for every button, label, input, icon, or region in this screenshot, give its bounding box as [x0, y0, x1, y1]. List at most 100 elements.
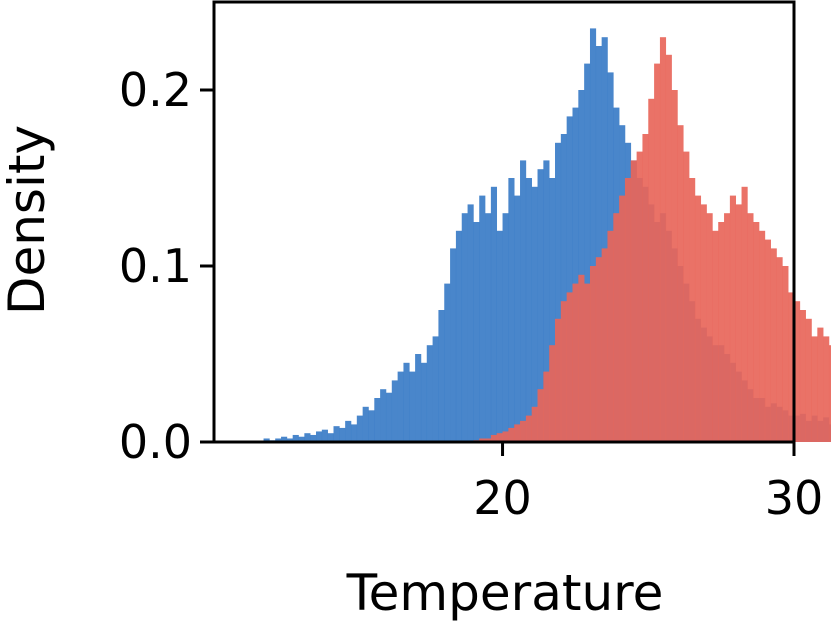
histogram-bar — [601, 248, 608, 442]
histogram-bar — [770, 248, 777, 442]
histogram-bar — [642, 134, 649, 442]
histogram-bar — [275, 438, 282, 442]
histogram-bar — [490, 186, 498, 442]
histogram-bar — [828, 345, 831, 442]
histogram-bar — [415, 354, 422, 442]
histogram-bar — [485, 438, 492, 442]
y-tick-label: 0.0 — [119, 415, 192, 469]
histogram-bar — [584, 283, 591, 442]
histogram-bar — [817, 327, 824, 442]
histogram-bar — [350, 424, 358, 442]
histogram-bar — [420, 362, 428, 442]
histogram-bar — [729, 195, 737, 442]
histogram-bar — [502, 213, 509, 442]
histogram-bar — [805, 318, 812, 442]
histogram-bar — [485, 213, 492, 442]
histogram-bar — [327, 433, 334, 442]
x-tick-label: 20 — [473, 471, 532, 525]
histogram-bar — [490, 434, 498, 442]
histogram-bar — [782, 266, 789, 442]
histogram-bar — [555, 142, 562, 443]
histogram-bar — [450, 248, 457, 442]
y-tick-label: 0.2 — [119, 63, 192, 117]
histogram-bar — [525, 415, 532, 442]
histogram-bar — [479, 195, 486, 442]
histogram-bar — [648, 98, 655, 443]
histogram-bar — [281, 436, 288, 442]
histogram-bar — [665, 54, 672, 443]
histogram-bar — [473, 222, 480, 442]
histogram-bar — [718, 222, 725, 442]
histogram-bar — [589, 266, 597, 442]
histogram-bar — [683, 151, 690, 442]
histogram-bar — [578, 274, 585, 442]
histogram-bar — [496, 433, 503, 442]
histogram-bar — [654, 63, 661, 442]
histogram-bar — [531, 186, 538, 442]
histogram-bar — [543, 160, 550, 442]
histogram-bar — [292, 434, 299, 442]
histogram-bar — [455, 230, 463, 442]
histogram-bar — [397, 371, 404, 442]
histogram-bar — [555, 318, 562, 442]
histogram-bar — [724, 213, 731, 442]
histogram-bar — [589, 28, 597, 443]
histogram-bar — [479, 438, 486, 442]
histogram-bar — [636, 151, 643, 442]
histogram-bar — [333, 426, 340, 442]
histogram-bar — [630, 160, 637, 442]
histogram-bar — [811, 336, 818, 442]
histogram-bar — [578, 90, 585, 442]
histogram-bar — [735, 204, 742, 442]
histogram-bar — [409, 371, 416, 442]
histogram-bar — [502, 431, 509, 442]
histogram-bar — [549, 345, 556, 442]
histogram-bar — [286, 438, 293, 442]
histogram-bar — [385, 392, 393, 442]
histogram-bar — [531, 406, 538, 442]
histogram-bar — [461, 213, 468, 442]
histogram-bar — [747, 213, 754, 442]
histogram-bar — [543, 371, 550, 442]
y-tick-label: 0.1 — [119, 239, 192, 293]
histogram-bar — [741, 186, 748, 442]
histogram-bar — [595, 46, 602, 442]
histogram-bar — [362, 406, 369, 442]
histogram-bar — [764, 239, 771, 442]
histogram-bar — [444, 283, 451, 442]
histogram-bar — [566, 116, 573, 443]
histogram-bar — [694, 195, 702, 442]
histogram-bar — [607, 230, 614, 442]
histogram-bar — [316, 431, 323, 442]
histogram-bar — [508, 178, 515, 442]
histogram-bar — [263, 438, 270, 442]
histogram-bar — [339, 427, 346, 442]
histogram-bar — [374, 398, 381, 442]
histogram-bar — [467, 204, 474, 442]
histogram-bar — [788, 292, 795, 442]
histogram-bar — [689, 178, 696, 442]
ticks: 0.0 0.1 0.2 20 30 — [119, 63, 823, 525]
histogram-bar — [566, 292, 573, 442]
histogram-bar — [380, 389, 387, 442]
histogram-bar — [549, 178, 556, 442]
histogram-bar — [520, 160, 527, 442]
histogram-bar — [799, 310, 806, 442]
histogram-bar — [525, 178, 532, 442]
histogram-bar — [700, 204, 707, 442]
histogram-bar — [391, 380, 398, 442]
histogram-bar — [601, 37, 608, 442]
histogram-bar — [496, 230, 503, 442]
histogram-bar — [613, 213, 620, 442]
histogram-bar — [595, 257, 602, 442]
histogram-bar — [619, 195, 626, 442]
histogram-bar — [794, 301, 801, 442]
histogram-bar — [345, 420, 352, 442]
histogram-bar — [537, 169, 544, 442]
histogram-bar — [514, 424, 521, 442]
histogram-bar — [514, 195, 521, 442]
x-tick-label: 30 — [765, 471, 824, 525]
histogram-bar — [677, 125, 684, 442]
histogram-bar — [310, 434, 317, 442]
